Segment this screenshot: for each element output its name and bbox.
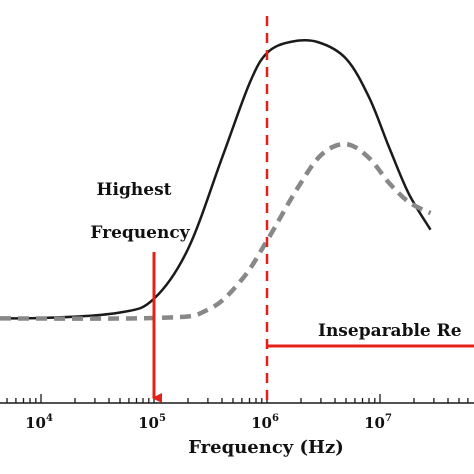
inseparable-region-label: Inseparable Re [318, 321, 462, 341]
annotations-layer: Highest Frequency Inseparable Re [90, 16, 474, 403]
series-dashed-curve [0, 141, 432, 321]
x-tick-label: 107 [364, 413, 392, 432]
curves-layer [0, 39, 432, 321]
x-tick-label: 105 [138, 413, 166, 432]
x-ticks: 104 105 106 107 [6, 394, 469, 432]
highest-frequency-label-line1: Highest [96, 180, 171, 200]
x-tick-label: 104 [25, 413, 53, 432]
x-tick-label: 106 [251, 413, 279, 432]
series-solid-curve [0, 39, 432, 320]
highest-frequency-label-line2: Frequency [90, 223, 190, 243]
x-axis-title: Frequency (Hz) [188, 437, 344, 458]
